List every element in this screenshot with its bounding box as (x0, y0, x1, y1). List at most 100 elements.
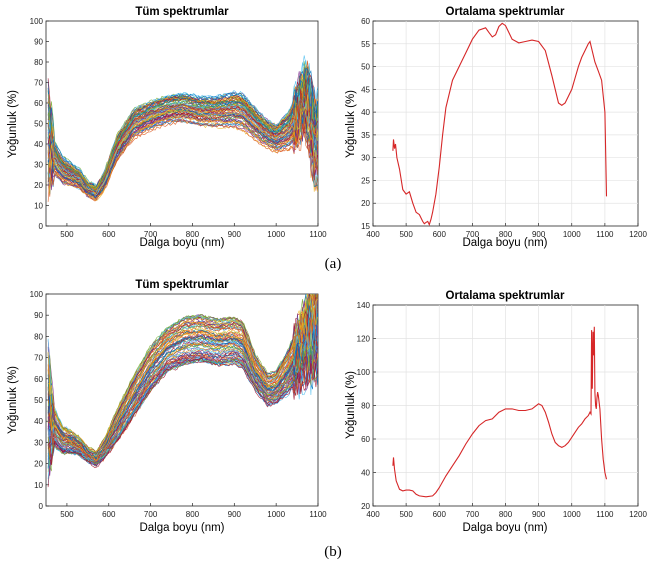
y-tick-label: 15 (361, 222, 370, 231)
chart-title: Ortalama spektrumlar (446, 6, 565, 18)
spectrum-line (47, 294, 318, 453)
y-tick-label: 100 (30, 17, 44, 26)
x-tick-label: 600 (102, 230, 116, 239)
spectrum-line (47, 64, 318, 190)
x-tick-label: 500 (60, 230, 74, 239)
y-tick-label: 40 (34, 417, 43, 426)
x-tick-label: 1000 (267, 230, 285, 239)
x-tick-label: 1000 (267, 510, 285, 519)
y-tick-label: 30 (361, 154, 370, 163)
spectrum-line (47, 67, 318, 188)
y-tick-label: 20 (34, 460, 43, 469)
tick-group: 400 500 600 700 800 900 1000 1100 1200 20 40 60 80 10… (357, 301, 648, 519)
x-axis-label: Dalga boyu (nm) (139, 237, 224, 249)
y-tick-label: 90 (34, 311, 43, 320)
y-tick-label: 0 (39, 502, 44, 511)
y-tick-label: 40 (361, 108, 370, 117)
y-tick-label: 20 (361, 502, 370, 511)
spectrum-line (47, 294, 318, 459)
x-axis-label: Dalga boyu (nm) (462, 522, 547, 534)
y-tick-label: 70 (34, 354, 43, 363)
spectrum-line (47, 85, 318, 192)
y-tick-label: 120 (357, 335, 371, 344)
spectrum-line (47, 294, 318, 453)
chart-a-mean-spectra: Ortalama spektrumlar 400 500 600 700 800 900 1… (345, 6, 647, 249)
y-tick-label: 100 (30, 290, 44, 299)
caption-a: (a) (325, 256, 342, 272)
y-tick-label: 30 (34, 438, 43, 447)
y-tick-label: 50 (34, 396, 43, 405)
mean-spectrum-line (392, 326, 608, 498)
x-tick-label: 400 (366, 230, 380, 239)
x-tick-label: 1100 (309, 510, 327, 519)
y-tick-label: 35 (361, 131, 370, 140)
x-tick-label: 900 (532, 510, 546, 519)
y-tick-label: 80 (34, 332, 43, 341)
x-tick-label: 500 (60, 510, 74, 519)
x-axis-label: Dalga boyu (nm) (139, 522, 224, 534)
spectrum-line (47, 111, 318, 200)
tick-group: 400 500 600 700 800 900 1000 1100 1200 15 20 25 30 35… (361, 17, 647, 239)
x-tick-label: 900 (228, 510, 242, 519)
y-tick-label: 40 (361, 469, 370, 478)
spectrum-line (47, 74, 318, 189)
spectrum-line (47, 95, 318, 195)
y-tick-label: 80 (361, 402, 370, 411)
x-tick-label: 1100 (309, 230, 327, 239)
y-tick-label: 100 (357, 368, 371, 377)
x-tick-label: 900 (228, 230, 242, 239)
spectrum-line (47, 101, 318, 200)
spectrum-line (47, 78, 318, 190)
spectrum-line (47, 339, 318, 472)
spectrum-line (47, 55, 318, 192)
spectrum-line (47, 60, 318, 187)
spectrum-line (47, 119, 318, 202)
y-tick-label: 55 (361, 40, 370, 49)
x-tick-label: 600 (102, 510, 116, 519)
spectrum-line (47, 328, 318, 460)
y-tick-label: 0 (39, 222, 44, 231)
x-tick-label: 600 (433, 230, 447, 239)
series-group (392, 22, 608, 226)
spectrum-line (47, 301, 318, 461)
mean-spectrum-line (392, 22, 608, 226)
tick-group: 500 600 700 800 900 1000 1100 0 10 20 30 40 50 60 70 80… (30, 290, 328, 519)
y-tick-label: 50 (34, 120, 43, 129)
y-tick-label: 20 (361, 199, 370, 208)
y-tick-label: 60 (34, 375, 43, 384)
y-tick-label: 140 (357, 301, 371, 310)
spectrum-line (47, 94, 318, 196)
spectrum-line (47, 294, 318, 454)
x-tick-label: 1200 (629, 510, 647, 519)
chart-b-all-spectra: Tüm spektrumlar 500 600 700 800 900 1000 1100 0… (7, 279, 327, 534)
x-tick-label: 800 (186, 510, 200, 519)
x-tick-label: 1000 (563, 510, 581, 519)
spectrum-line (47, 82, 318, 195)
x-tick-label: 500 (399, 230, 413, 239)
spectrum-line (47, 109, 318, 198)
chart-title: Tüm spektrumlar (135, 6, 229, 18)
y-tick-label: 10 (34, 481, 43, 490)
spectrum-line (47, 347, 318, 469)
x-tick-label: 700 (466, 230, 480, 239)
x-tick-label: 800 (499, 510, 513, 519)
y-tick-label: 20 (34, 181, 43, 190)
spectrum-line (47, 305, 318, 459)
spectrum-line (47, 347, 318, 469)
y-axis-label: Yoğunluk (%) (345, 90, 357, 158)
x-tick-label: 700 (466, 510, 480, 519)
spectrum-line (47, 294, 318, 454)
spectrum-line (47, 85, 318, 192)
x-tick-label: 1200 (629, 230, 647, 239)
caption-b: (b) (324, 544, 342, 560)
spectrum-line (47, 344, 318, 488)
x-tick-label: 1100 (596, 510, 614, 519)
y-tick-label: 90 (34, 38, 43, 47)
tick-group: 500 600 700 800 900 1000 1100 0 10 20 30 40 50 60 70 80… (30, 17, 328, 239)
spectrum-line (47, 118, 318, 202)
spectrum-line (48, 345, 318, 466)
chart-b-mean-spectra: Ortalama spektrumlar 400 500 600 700 800 900 1… (345, 290, 647, 534)
y-tick-label: 40 (34, 140, 43, 149)
x-tick-label: 800 (186, 230, 200, 239)
